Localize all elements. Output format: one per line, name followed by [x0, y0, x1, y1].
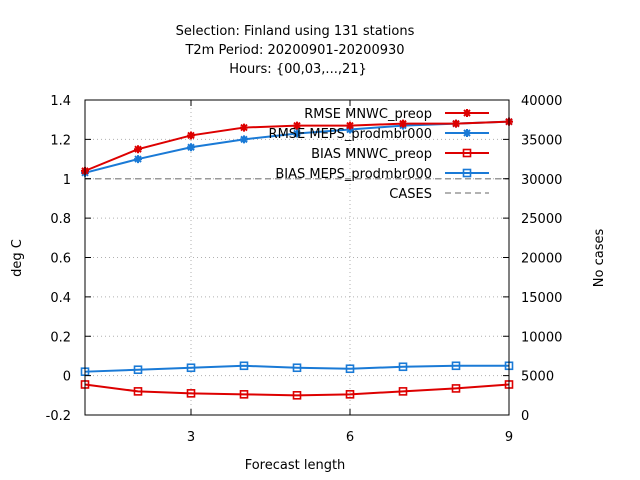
data-point-square	[462, 168, 472, 178]
data-point-square	[345, 364, 355, 374]
y2-tick-label: 40000	[521, 94, 562, 109]
y2-tick-label: 5000	[521, 370, 554, 385]
series-group	[80, 380, 514, 400]
legend-item: BIAS MNWC_preop	[311, 147, 489, 162]
data-point-star	[452, 119, 460, 128]
y-tick-label: 0.4	[50, 291, 71, 306]
data-point-square	[398, 387, 408, 396]
y-tick-label: -0.2	[46, 409, 71, 424]
data-point-square	[398, 362, 408, 372]
data-point-square	[186, 389, 196, 398]
data-point-square	[133, 365, 143, 375]
data-point-star	[293, 129, 301, 138]
data-point-square	[239, 390, 249, 399]
legend-label: RMSE MEPS_prodmbr000	[269, 127, 432, 142]
data-point-square	[451, 384, 461, 393]
y2-tick-label: 25000	[521, 212, 562, 227]
legend-item: BIAS MEPS_prodmbr000	[275, 167, 489, 182]
data-point-star	[399, 119, 407, 128]
legend-label: CASES	[389, 187, 432, 202]
data-point-star	[293, 121, 301, 130]
data-point-square	[133, 387, 143, 396]
data-point-star	[134, 145, 142, 154]
data-point-star	[134, 155, 142, 164]
y2-tick-label: 30000	[521, 173, 562, 188]
legend-label: RMSE MNWC_preop	[304, 107, 432, 122]
data-point-square	[292, 363, 302, 373]
series-line	[84, 364, 509, 373]
y-tick-label: 1.2	[50, 133, 71, 148]
data-point-square	[186, 363, 196, 373]
data-point-square	[292, 391, 302, 400]
data-point-square	[451, 361, 461, 371]
y-tick-label: 1	[63, 173, 71, 188]
y-tick-label: 0.8	[50, 212, 71, 227]
data-point-star	[240, 123, 248, 132]
title-line: Hours: {00,03,...,21}	[229, 62, 367, 77]
y2-tick-label: 10000	[521, 330, 562, 345]
data-point-square	[239, 361, 249, 371]
data-point-square	[462, 148, 472, 158]
data-point-star	[346, 121, 354, 130]
data-point-star	[463, 109, 471, 117]
legend-label: BIAS MEPS_prodmbr000	[275, 167, 432, 182]
series-group	[81, 117, 513, 175]
y-tick-label: 0.2	[50, 330, 71, 345]
y2-tick-label: 20000	[521, 252, 562, 267]
y-axis-label: deg C	[10, 239, 25, 277]
x-tick-label: 3	[187, 430, 195, 445]
chart-title: Selection: Finland using 131 stations T2…	[176, 24, 415, 77]
y-tick-label: 0	[63, 370, 71, 385]
series-layer	[80, 117, 514, 400]
x-axis-label: Forecast length	[245, 458, 346, 473]
legend-label: BIAS MNWC_preop	[311, 147, 432, 162]
data-point-star	[240, 135, 248, 144]
y-tick-label: 1.4	[50, 94, 71, 109]
series-line	[84, 383, 510, 397]
tick-layer: 3 6 9 -0.2 0 0.2 0.4 0.6 0.8 1 1.2 1.4 0 5000 10000 150…	[46, 94, 563, 445]
title-line: Selection: Finland using 131 stations	[176, 24, 415, 39]
title-line: T2m Period: 20200901-20200930	[184, 43, 404, 58]
y2-tick-label: 15000	[521, 291, 562, 306]
data-point-star	[187, 131, 195, 140]
data-point-star	[463, 129, 471, 137]
x-tick-label: 6	[346, 430, 354, 445]
y2-tick-label: 35000	[521, 133, 562, 148]
data-point-square	[345, 390, 355, 399]
legend-item: RMSE MNWC_preop	[304, 107, 489, 122]
x-tick-label: 9	[505, 430, 513, 445]
y2-axis-label: No cases	[592, 229, 607, 288]
data-point-star	[187, 143, 195, 152]
series-group	[80, 361, 514, 376]
y-tick-label: 0.6	[50, 252, 71, 267]
legend: RMSE MNWC_preop RMSE MEPS_prodmbr000 BIAS …	[269, 107, 489, 202]
y2-tick-label: 0	[521, 409, 529, 424]
legend-item: CASES	[389, 187, 489, 202]
legend-item: RMSE MEPS_prodmbr000	[269, 127, 489, 142]
